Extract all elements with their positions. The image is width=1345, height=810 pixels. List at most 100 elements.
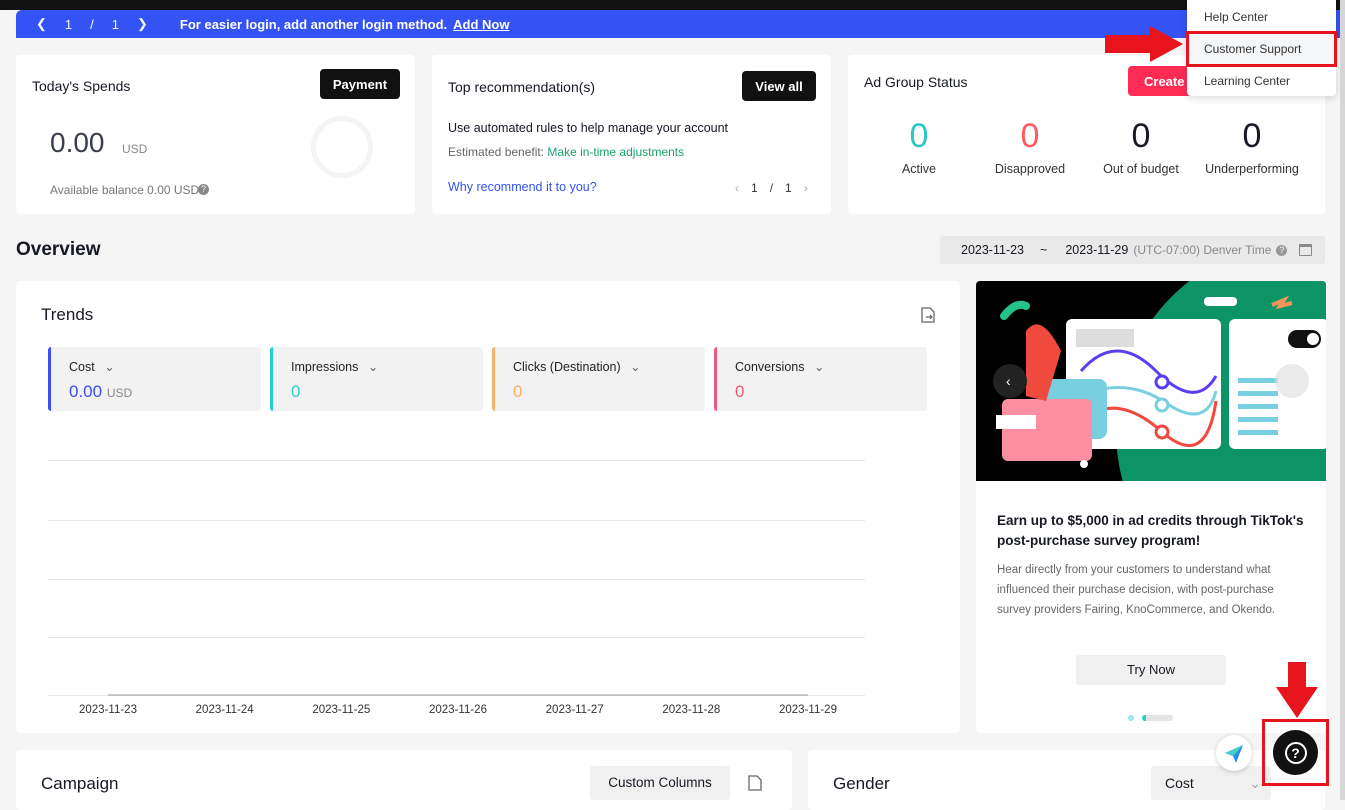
prev-chevron-icon[interactable]: ‹ (735, 181, 739, 195)
select-value: Cost (1165, 775, 1194, 791)
spend-amount: 0.00 (50, 127, 105, 158)
x-tick-label: 2023-11-29 (779, 704, 837, 716)
gridline (48, 520, 865, 521)
metric-label: Cost (69, 360, 95, 374)
stat-value: 0 (909, 117, 929, 155)
prev-chevron-icon[interactable]: ❮ (36, 16, 47, 31)
help-icon[interactable]: ? (198, 184, 209, 195)
promo-card: ‹ Earn up to $5,000 in ad credits throug… (976, 281, 1326, 733)
carousel-dot-active[interactable] (1142, 715, 1173, 721)
view-all-button[interactable]: View all (742, 71, 816, 101)
scrollbar[interactable] (1340, 0, 1345, 800)
spends-title: Today's Spends (32, 78, 131, 94)
stat-out-of-budget[interactable]: 0 Out of budget (1086, 117, 1196, 176)
x-tick-label: 2023-11-28 (662, 704, 721, 716)
chevron-down-icon: ⌄ (813, 360, 825, 374)
help-dropdown-menu: Help Center Customer Support Learning Ce… (1187, 0, 1336, 96)
date-range-picker[interactable]: 2023-11-23 ~ 2023-11-29 (UTC-07:00) Denv… (940, 236, 1325, 264)
export-icon[interactable] (748, 775, 762, 791)
stat-disapproved[interactable]: 0 Disapproved (975, 117, 1085, 176)
stat-label: Underperforming (1205, 162, 1299, 176)
help-icon[interactable]: ? (1276, 244, 1288, 256)
metric-label: Clicks (Destination) (513, 360, 621, 374)
stat-label: Active (901, 162, 937, 176)
spend-currency: USD (122, 142, 148, 156)
chevron-down-icon: ⌄ (367, 360, 379, 374)
todays-spends-card: Today's Spends Payment 0.00 USD Availabl… (16, 55, 415, 214)
start-date: 2023-11-23 (961, 243, 1025, 257)
timezone: (UTC-07:00) Denver Time (1133, 243, 1272, 257)
metric-tile-clicks[interactable]: Clicks (Destination) ⌄ 0 (492, 347, 705, 411)
try-now-button[interactable]: Try Now (1076, 655, 1226, 685)
benefit-value: Make in-time adjustments (547, 145, 685, 159)
recommend-title: Top recommendation(s) (448, 79, 596, 95)
menu-item-learning-center[interactable]: Learning Center (1204, 74, 1291, 88)
gender-metric-select[interactable]: Cost ⌄ (1151, 766, 1271, 800)
promo-body: Hear directly from your customers to und… (997, 564, 1276, 616)
metric-value: 0 (735, 382, 745, 401)
carousel-next-button[interactable] (1275, 364, 1309, 398)
rec-sep: / (769, 181, 774, 195)
carousel-dot[interactable] (1128, 715, 1134, 721)
rec-total: 1 (785, 181, 792, 195)
metric-value: 0.00 (69, 382, 103, 401)
promo-title: Earn up to $5,000 in ad credits through … (997, 513, 1304, 548)
available-balance: Available balance 0.00 USD (50, 183, 200, 197)
red-arrow-down-icon (1276, 662, 1318, 718)
metric-label: Impressions (291, 360, 359, 374)
x-tick-label: 2023-11-23 (79, 704, 137, 716)
login-banner: ❮ 1 / 1 ❯ For easier login, add another … (16, 10, 1340, 38)
banner-page: 1 (64, 16, 73, 32)
x-tick-label: 2023-11-25 (312, 704, 371, 716)
paper-plane-icon (1225, 745, 1243, 763)
gridline (48, 579, 865, 580)
banner-total: 1 (111, 16, 119, 32)
add-now-link[interactable]: Add Now (453, 16, 510, 32)
export-icon[interactable] (921, 307, 935, 323)
gridline (48, 460, 865, 461)
promo-illustration: ‹ (976, 281, 1326, 481)
trends-title: Trends (41, 305, 94, 324)
custom-columns-button[interactable]: Custom Columns (590, 766, 730, 800)
menu-item-customer-support[interactable]: Customer Support (1187, 32, 1336, 64)
next-chevron-icon[interactable]: ❯ (137, 16, 148, 31)
stat-active[interactable]: 0 Active (864, 117, 974, 176)
calendar-icon[interactable] (1299, 244, 1313, 256)
trends-chart (108, 694, 808, 696)
chevron-down-icon: ⌄ (630, 360, 641, 374)
banner-message: For easier login, add another login meth… (179, 16, 448, 32)
recommend-headline: Use automated rules to help manage your … (448, 121, 729, 135)
highlight-box (1186, 31, 1337, 67)
help-button[interactable]: ? (1273, 730, 1318, 775)
campaign-card: Campaign Custom Columns (16, 750, 792, 810)
svg-text:‹: ‹ (1006, 373, 1011, 389)
top-strip (0, 0, 1345, 10)
metric-tile-cost[interactable]: Cost ⌄ 0.00 USD (48, 347, 261, 411)
chevron-down-icon: ⌄ (104, 360, 115, 374)
why-recommend-link[interactable]: Why recommend it to you? (448, 180, 597, 194)
highlight-box (1262, 719, 1329, 786)
stat-underperforming[interactable]: 0 Underperforming (1197, 117, 1307, 176)
x-tick-label: 2023-11-26 (429, 704, 487, 716)
x-tick-label: 2023-11-24 (195, 704, 254, 716)
carousel-prev-button[interactable] (993, 364, 1027, 398)
date-sep: ~ (1040, 243, 1048, 257)
end-date: 2023-11-29 (1065, 243, 1129, 257)
overview-title: Overview (16, 239, 101, 260)
payment-button[interactable]: Payment (320, 69, 400, 99)
gridline (48, 637, 865, 638)
metric-value: 0 (513, 382, 523, 401)
metric-tile-impressions[interactable]: Impressions ⌄ 0 (270, 347, 483, 411)
rec-page: 1 (751, 181, 758, 195)
stat-value: 0 (1242, 117, 1262, 155)
menu-item-help-center[interactable]: Help Center (1204, 10, 1269, 24)
send-feedback-button[interactable] (1216, 735, 1252, 771)
stat-value: 0 (1131, 117, 1151, 155)
gender-title: Gender (833, 774, 890, 793)
metric-tile-conversions[interactable]: Conversions ⌄ 0 (714, 347, 927, 411)
red-arrow-right-icon (1105, 26, 1183, 62)
metric-value: 0 (291, 382, 301, 401)
stat-label: Disapproved (994, 162, 1066, 176)
next-chevron-icon[interactable]: › (803, 181, 808, 195)
campaign-title: Campaign (41, 774, 119, 793)
